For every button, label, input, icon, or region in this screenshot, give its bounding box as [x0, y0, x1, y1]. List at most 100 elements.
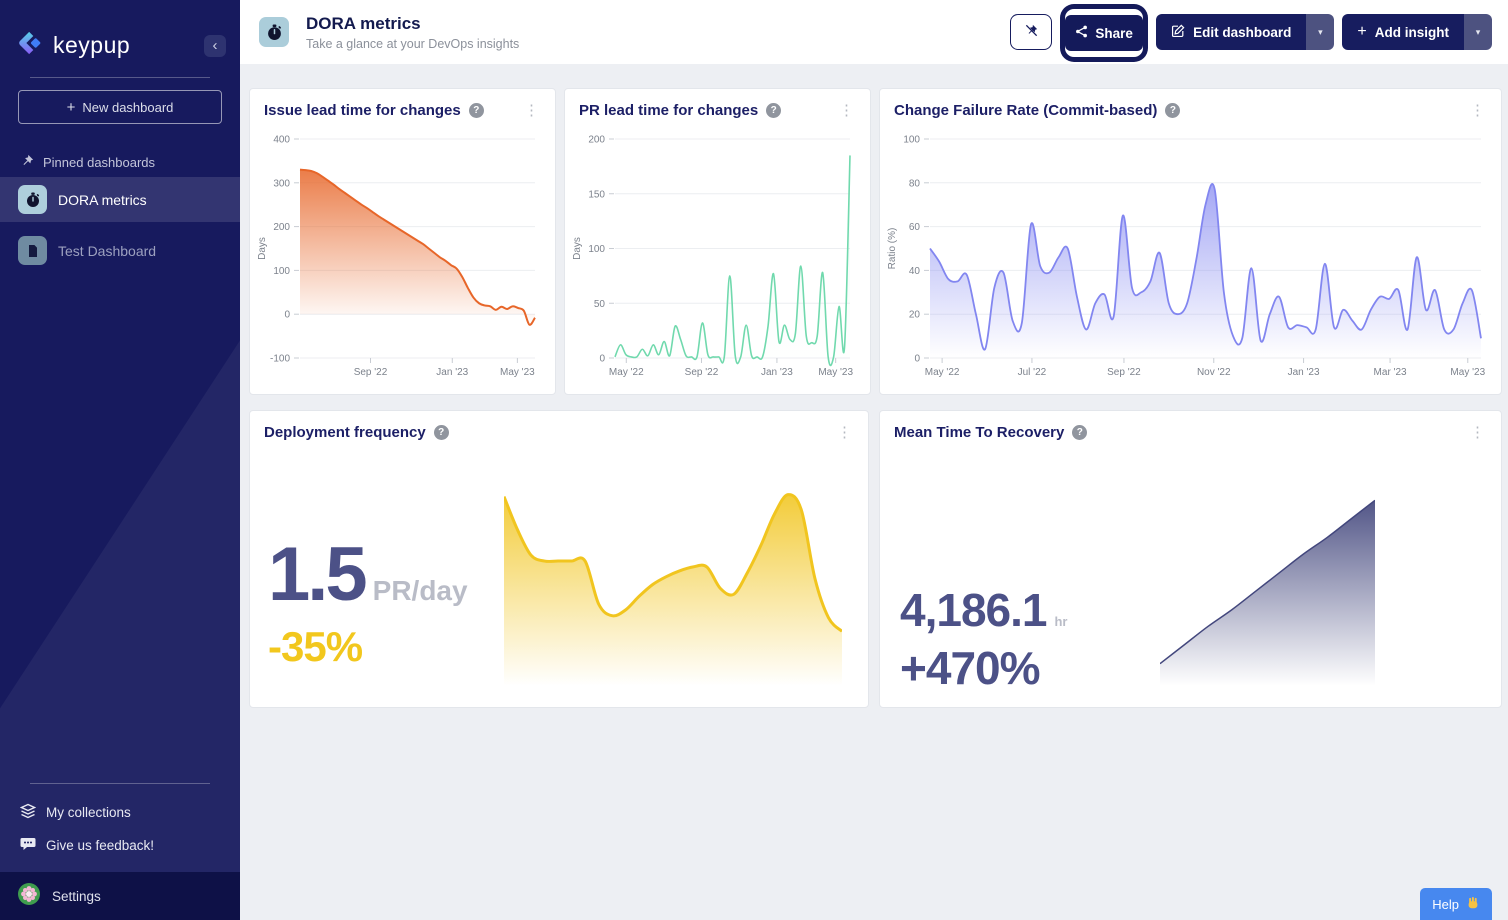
sidebar-divider [30, 77, 210, 78]
help-icon[interactable]: ? [433, 425, 449, 440]
svg-text:400: 400 [273, 135, 290, 146]
svg-text:150: 150 [588, 189, 605, 200]
pr-lead-time-chart: 0 50 100 150 200 May '22 Sep '22 Jan '23 May '23… [569, 127, 864, 388]
svg-text:May '22: May '22 [609, 367, 644, 378]
kpi-delta: +470% [900, 642, 1041, 694]
svg-text:May '23: May '23 [818, 367, 853, 378]
kebab-menu-icon[interactable]: ⋮ [524, 102, 539, 119]
edit-dashboard-button[interactable]: Edit dashboard [1156, 14, 1307, 50]
new-dashboard-button[interactable]: + New dashboard [18, 90, 222, 124]
kpi-value: 1.5 [268, 532, 368, 617]
svg-text:Jul '22: Jul '22 [1018, 367, 1047, 378]
svg-text:Sep '22: Sep '22 [685, 367, 719, 378]
chat-bubble-icon [20, 836, 36, 855]
kpi-unit: PR/day [372, 575, 468, 606]
avatar [17, 882, 41, 911]
kpi-delta: -35% [268, 623, 363, 671]
svg-text:200: 200 [588, 135, 605, 146]
edit-pencil-icon [1171, 24, 1185, 41]
svg-text:80: 80 [909, 178, 921, 189]
edit-dashboard-split-button: Edit dashboard ▾ [1156, 14, 1335, 50]
issue-lead-time-chart: -100 0 100 200 300 400 Sep '22 Jan '23 May '23 Da… [254, 127, 549, 388]
deployment-frequency-sparkline [502, 481, 844, 686]
unpin-icon [1024, 23, 1039, 41]
svg-text:Jan '23: Jan '23 [1288, 367, 1320, 378]
svg-text:0: 0 [914, 354, 920, 365]
kebab-menu-icon[interactable]: ⋮ [837, 424, 852, 441]
kpi-unit: hr [1054, 614, 1068, 629]
pinned-dashboards-header: Pinned dashboards [0, 154, 240, 171]
help-button[interactable]: Help [1420, 888, 1492, 920]
page-subtitle: Take a glance at your DevOps insights [306, 36, 520, 51]
svg-text:20: 20 [909, 310, 921, 321]
add-insight-split-button: + Add insight ▾ [1342, 14, 1492, 50]
svg-text:May '23: May '23 [1450, 367, 1485, 378]
kebab-menu-icon[interactable]: ⋮ [839, 102, 854, 119]
svg-text:Sep '22: Sep '22 [1107, 367, 1141, 378]
chart-title: Mean Time To Recovery [894, 424, 1065, 441]
svg-text:100: 100 [273, 266, 290, 277]
share-icon [1075, 25, 1088, 41]
feedback-link[interactable]: Give us feedback! [0, 829, 240, 862]
help-icon[interactable]: ? [468, 103, 484, 118]
svg-text:0: 0 [599, 354, 605, 365]
help-icon[interactable]: ? [1072, 425, 1088, 440]
sidebar-item-test-dashboard[interactable]: Test Dashboard [0, 228, 240, 273]
pin-icon [20, 154, 34, 171]
svg-text:Sep '22: Sep '22 [354, 367, 388, 378]
share-button[interactable]: Share [1065, 15, 1144, 51]
plus-icon: + [1357, 23, 1367, 40]
logo-text: keypup [53, 32, 131, 58]
sidebar-item-label: Test Dashboard [58, 242, 157, 259]
kebab-menu-icon[interactable]: ⋮ [1470, 102, 1485, 119]
my-collections-link[interactable]: My collections [0, 796, 240, 829]
mttr-sparkline [1159, 491, 1376, 686]
dashboard-content: Issue lead time for changes ? ⋮ -100 0 100… [240, 64, 1508, 920]
svg-text:0: 0 [284, 310, 290, 321]
svg-text:Days: Days [572, 237, 583, 260]
deployment-frequency-kpi: 1.5 PR/day -35% [268, 532, 468, 671]
svg-text:Nov '22: Nov '22 [1197, 367, 1231, 378]
chart-title: Issue lead time for changes [264, 102, 461, 119]
svg-text:Jan '23: Jan '23 [761, 367, 793, 378]
settings-button[interactable]: Settings [0, 872, 240, 920]
page-header: DORA metrics Take a glance at your DevOp… [240, 0, 1508, 64]
mttr-kpi: 4,186.1 hr +470% [900, 587, 1067, 695]
edit-dashboard-dropdown-caret[interactable]: ▾ [1306, 14, 1335, 50]
kpi-value: 4,186.1 [900, 584, 1047, 636]
help-icon[interactable]: ? [1165, 103, 1181, 118]
svg-text:200: 200 [273, 222, 290, 233]
keypup-logo-icon [18, 30, 44, 61]
card-mean-time-to-recovery: Mean Time To Recovery ? ⋮ 4,186.1 hr +47… [879, 410, 1502, 708]
help-icon[interactable]: ? [766, 103, 782, 118]
change-failure-rate-chart: 0 20 40 60 80 100 May '22 Jul '22 Sep '22 Nov '22… [884, 127, 1495, 388]
wave-hand-icon [1466, 896, 1480, 913]
svg-text:Jan '23: Jan '23 [436, 367, 468, 378]
stopwatch-icon [18, 185, 47, 214]
unpin-button[interactable] [1010, 14, 1053, 50]
layers-icon [19, 803, 37, 822]
plus-icon: + [66, 98, 76, 116]
svg-text:May '23: May '23 [500, 367, 535, 378]
chart-title: PR lead time for changes [579, 102, 759, 119]
add-insight-button[interactable]: + Add insight [1342, 14, 1464, 50]
page-title: DORA metrics [306, 13, 421, 33]
svg-text:100: 100 [588, 244, 605, 255]
card-issue-lead-time: Issue lead time for changes ? ⋮ -100 0 100… [249, 88, 556, 395]
card-change-failure-rate: Change Failure Rate (Commit-based) ? ⋮ 0… [879, 88, 1502, 395]
chart-title: Change Failure Rate (Commit-based) [894, 102, 1158, 119]
svg-text:100: 100 [903, 135, 920, 146]
sidebar-item-label: DORA metrics [58, 191, 147, 208]
card-deployment-frequency: Deployment frequency ? ⋮ 1.5 PR/day -35% [249, 410, 869, 708]
add-insight-dropdown-caret[interactable]: ▾ [1464, 14, 1492, 50]
svg-text:50: 50 [594, 299, 606, 310]
sidebar: keypup ‹ + New dashboard Pinned dashboar… [0, 0, 240, 920]
kebab-menu-icon[interactable]: ⋮ [1470, 424, 1485, 441]
sidebar-item-dora-metrics[interactable]: DORA metrics [0, 177, 240, 222]
share-highlight-beacon: Share [1060, 4, 1149, 62]
svg-text:Mar '23: Mar '23 [1374, 367, 1407, 378]
svg-text:Ratio (%): Ratio (%) [887, 228, 898, 270]
sidebar-collapse-button[interactable]: ‹ [204, 34, 226, 57]
svg-text:40: 40 [909, 266, 921, 277]
document-icon [18, 236, 47, 265]
